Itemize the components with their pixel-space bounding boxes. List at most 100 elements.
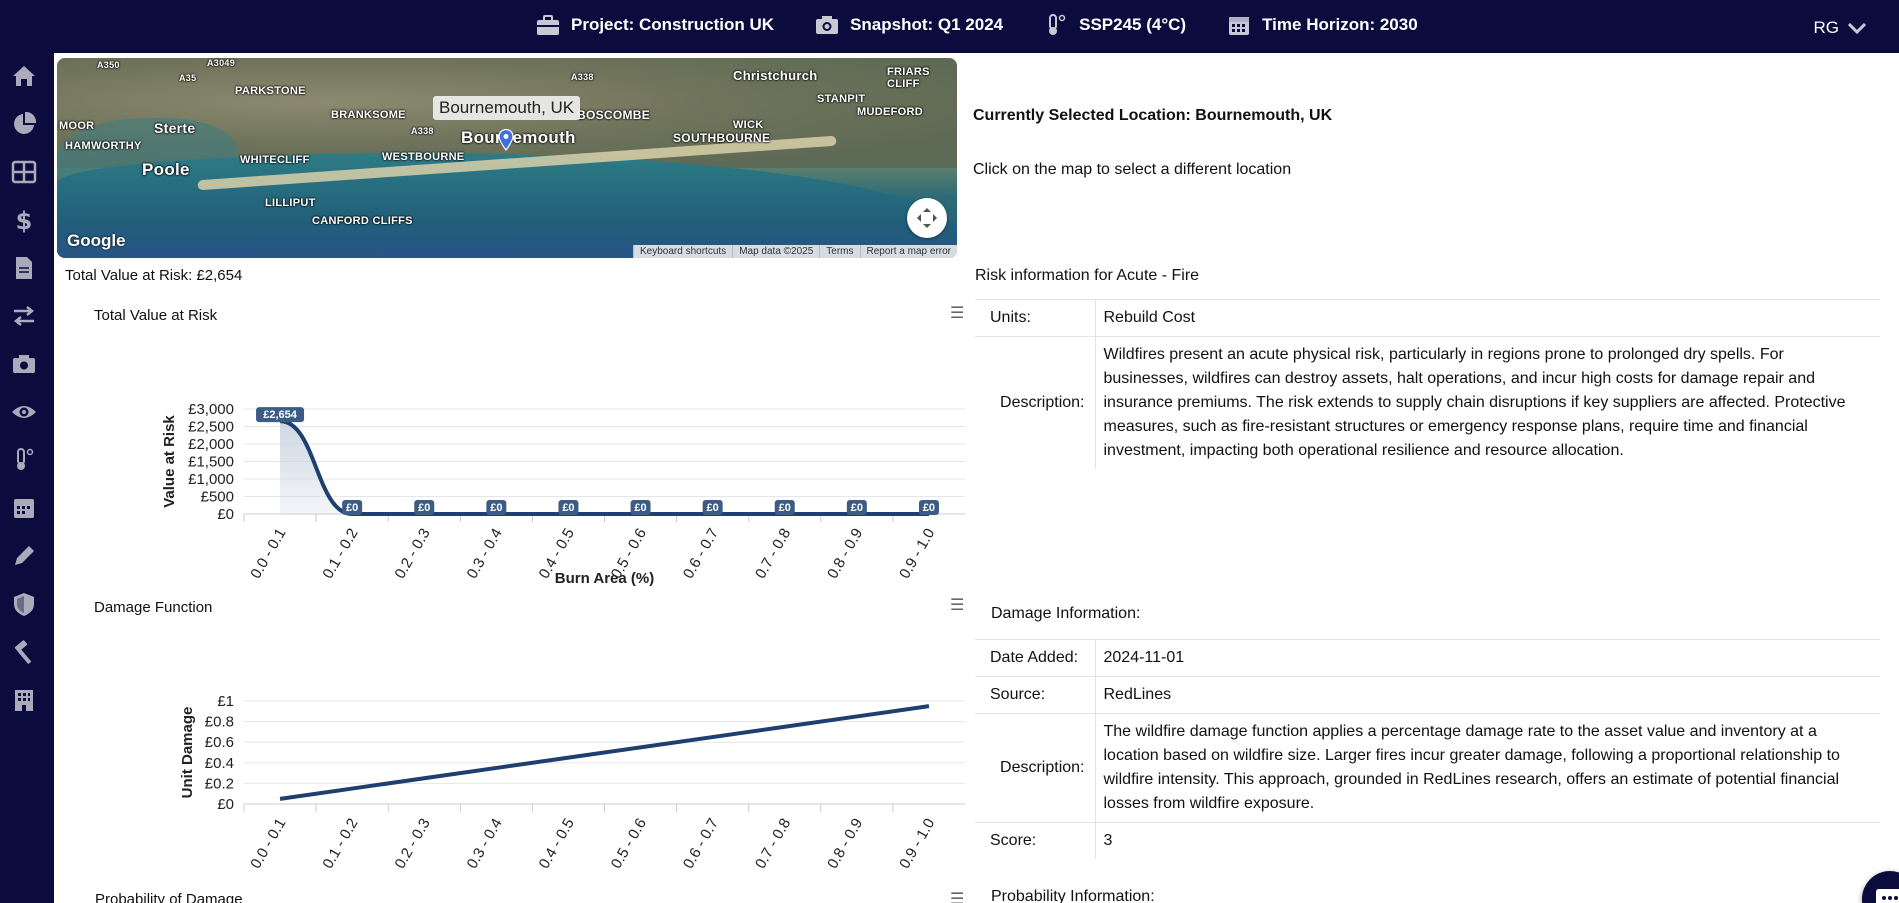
map-label: CANFORD CLIFFS [312,215,413,227]
data-label: £0 [846,500,867,515]
expand-icon [917,208,937,228]
x-tick-label: 0.1 - 0.2 [319,526,361,582]
score-value: 3 [1095,822,1880,859]
x-tick-label: 0.2 - 0.3 [391,526,433,582]
selected-location: Currently Selected Location: Bournemouth… [973,107,1333,124]
map-report-error-link[interactable]: Report a map error [859,245,957,258]
x-tick-label: 0.2 - 0.3 [391,816,433,872]
y-tick-label: £0.6 [205,734,234,751]
data-label-bg [630,500,651,515]
shield-icon[interactable] [11,591,37,617]
risk-info-table: Units: Rebuild Cost Description: Wildfir… [975,299,1880,469]
map-hint: Click on the map to select a different l… [973,161,1292,178]
units-key: Units: [975,299,1096,337]
map-terms-link[interactable]: Terms [819,245,859,258]
data-label-bg [558,500,579,515]
data-label-text: £0 [418,502,430,514]
scenario-selector[interactable]: SSP245 (4°C) [1043,13,1186,37]
map-label: BRANKSOME [331,109,406,121]
pencil-icon[interactable] [11,543,37,569]
y-tick-label: £1,000 [188,471,234,488]
project-label: Project: Construction UK [571,15,775,34]
risk-info-title: Risk information for Acute - Fire [975,267,1200,284]
map-label: A35 [179,73,197,83]
series-line [279,704,930,801]
home-icon[interactable] [11,63,37,89]
building-icon[interactable] [11,687,37,713]
chart-menu-icon[interactable]: ☰ [950,597,965,614]
damage-function-chart: £0 £0.2 £0.4 £0.6 £0.8 £1 0.0 - 0.1 0.1 - 0.2 0.… [179,693,965,872]
calendar-icon[interactable] [11,495,37,521]
user-menu[interactable]: RG [1814,18,1868,38]
eye-icon[interactable] [11,399,37,425]
hammer-icon[interactable] [11,639,37,665]
data-label-bg [414,500,435,515]
x-tick-label: 0.0 - 0.1 [247,816,289,872]
location-map[interactable]: Christchurch PARKSTONE BRANKSOME STANPIT… [57,58,957,258]
date-added-value: 2024-11-01 [1095,639,1880,677]
description-value: Wildfires present an acute physical risk… [1095,336,1880,469]
pie-chart-icon[interactable] [11,111,37,137]
snapshot-selector[interactable]: Snapshot: Q1 2024 [814,13,1003,37]
chart-menu-icon[interactable]: ☰ [950,305,965,322]
data-label: £0 [702,500,723,515]
camera-icon[interactable] [11,351,37,377]
map-keyboard-shortcuts-link[interactable]: Keyboard shortcuts [633,245,732,258]
y-tick-label: £0.8 [205,714,234,731]
data-label-bg [256,407,305,423]
y-axis-title: Unit Damage [179,707,196,799]
data-label-text: £0 [490,502,502,514]
google-logo: Google [67,231,126,250]
camera-icon [816,16,839,34]
context-bar: Project: Construction UK Snapshot: Q1 20… [535,13,1418,37]
y-tick-label: £1 [217,693,234,710]
map-label: PARKSTONE [235,85,306,97]
y-tick-label: £0 [217,506,234,523]
map-footer: Keyboard shortcuts Map data ©2025 Terms … [633,245,957,258]
thermometer-icon[interactable] [11,447,37,473]
y-tick-label: £3,000 [188,401,234,418]
table-row: Score: 3 [975,822,1880,859]
source-value: RedLines [1095,676,1880,714]
table-row: Date Added: 2024-11-01 [975,639,1880,677]
document-icon[interactable] [11,255,37,281]
horizon-label: Time Horizon: 2030 [1262,15,1418,34]
chat-bubble-icon [1876,889,1899,903]
horizon-selector[interactable]: Time Horizon: 2030 [1226,13,1418,37]
date-added-key: Date Added: [975,639,1096,677]
svg-text:$: $ [16,207,33,233]
grid-icon[interactable] [11,159,37,185]
map-pin-icon[interactable] [498,129,514,151]
x-tick-label: 0.9 - 1.0 [896,816,938,872]
scenario-label: SSP245 (4°C) [1079,15,1187,34]
y-axis-title: Value at Risk [161,415,178,508]
description-key: Description: [975,713,1096,823]
map-label: Christchurch [733,68,818,83]
project-selector[interactable]: Project: Construction UK [535,13,774,37]
calendar-icon [1229,17,1250,35]
map-label: MUDEFORD [857,106,923,118]
dollar-icon[interactable]: $ [11,207,37,233]
data-label: £0 [558,500,579,515]
user-initials: RG [1813,18,1840,37]
chevron-down-icon [1847,22,1867,35]
y-tick-label: £0.2 [205,775,234,792]
chart-menu-icon[interactable]: ☰ [950,891,965,903]
thermometer-icon [1049,14,1066,35]
chat-button[interactable] [1862,871,1899,903]
map-label: MOOR [59,120,95,132]
data-label-text: £2,654 [263,409,298,421]
data-label: £0 [486,500,507,515]
transfer-icon[interactable] [11,303,37,329]
data-label: £0 [414,500,435,515]
data-label-text: £0 [562,502,574,514]
data-label: £0 [774,500,795,515]
data-label: £0 [342,500,363,515]
total-var-chart: £0£500£1,000£1,500£2,000£2,500£3,0000.0 … [161,401,965,587]
data-label-text: £0 [346,502,358,514]
data-label: £0 [630,500,651,515]
map-label: SOUTHBOURNE [673,131,771,145]
score-key: Score: [975,822,1096,859]
x-tick-label: 0.6 - 0.7 [680,816,722,872]
map-fullscreen-button[interactable] [907,198,947,238]
